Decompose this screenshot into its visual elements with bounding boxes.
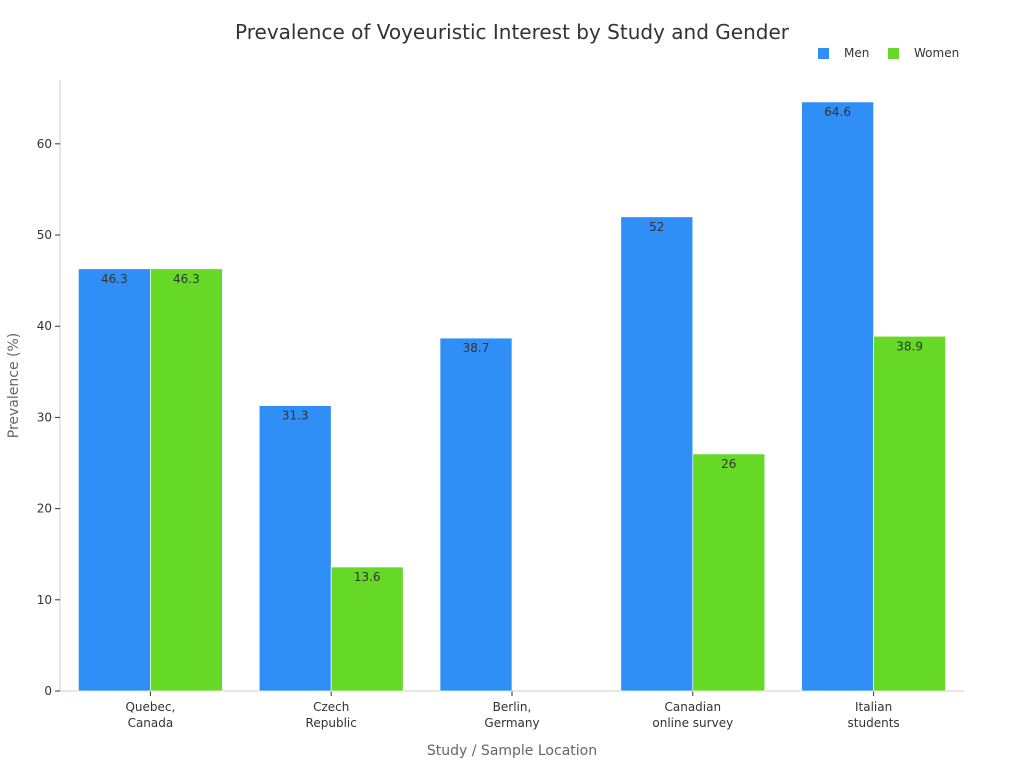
data-label: 26: [721, 457, 736, 471]
x-tick-label: Canadian: [664, 700, 721, 714]
y-tick-label: 10: [37, 593, 52, 607]
bar-men[interactable]: [439, 337, 513, 692]
bar-men[interactable]: [801, 101, 874, 692]
y-tick-label: 40: [37, 319, 52, 333]
bar-women[interactable]: [692, 453, 766, 692]
data-label: 46.3: [101, 272, 128, 286]
y-tick-label: 60: [37, 137, 52, 151]
data-label: 64.6: [824, 105, 851, 119]
bar-women[interactable]: [330, 566, 404, 692]
x-tick-label: Republic: [306, 716, 357, 730]
x-tick-label: Czech: [313, 700, 349, 714]
x-tick-label: online survey: [652, 716, 733, 730]
data-label: 38.9: [896, 339, 923, 353]
data-label: 52: [649, 220, 664, 234]
y-tick-label: 20: [37, 502, 52, 516]
chart-title: Prevalence of Voyeuristic Interest by St…: [235, 20, 789, 44]
data-label: 13.6: [354, 570, 381, 584]
data-label: 38.7: [463, 341, 490, 355]
legend-swatch-men: [818, 47, 829, 59]
legend-item-women[interactable]: Women: [888, 46, 959, 60]
legend-label-women: Women: [914, 46, 960, 60]
x-tick-label: Italian: [855, 700, 892, 714]
y-tick-label: 30: [37, 410, 52, 424]
bar-men[interactable]: [620, 216, 694, 692]
bar-women[interactable]: [873, 335, 946, 692]
x-tick-label: students: [848, 716, 900, 730]
y-tick-label: 0: [44, 684, 52, 698]
data-label: 46.3: [173, 272, 200, 286]
bar-men[interactable]: [78, 268, 151, 692]
legend-swatch-women: [888, 47, 899, 59]
bar-men[interactable]: [258, 405, 332, 692]
y-tick-label: 50: [37, 228, 52, 242]
x-tick-label: Quebec,: [125, 700, 175, 714]
data-label: 31.3: [282, 409, 309, 423]
x-axis-title: Study / Sample Location: [427, 743, 597, 759]
x-tick-label: Germany: [484, 716, 539, 730]
x-tick-label: Berlin,: [493, 700, 532, 714]
legend-label-men: Men: [844, 46, 870, 60]
bar-women[interactable]: [150, 268, 223, 692]
legend-item-men[interactable]: Men: [818, 46, 869, 60]
x-tick-label: Canada: [128, 716, 174, 730]
y-axis-title: Prevalence (%): [6, 333, 22, 439]
